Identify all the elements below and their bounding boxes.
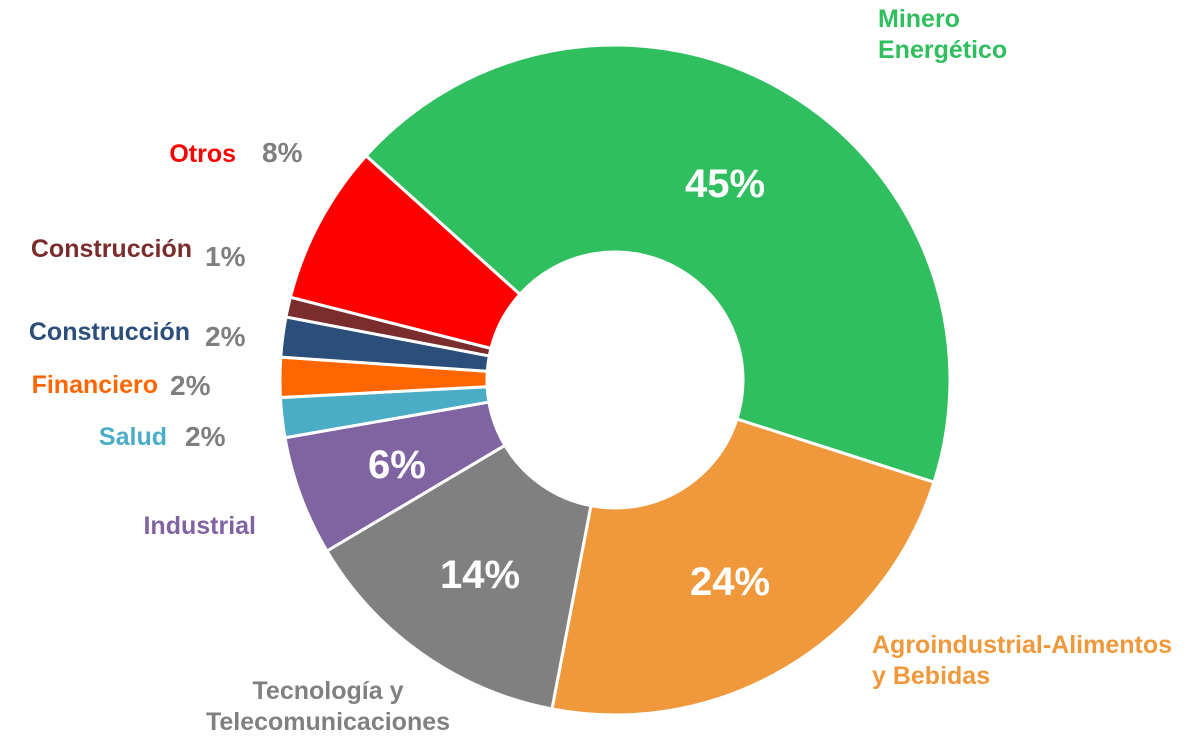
category-label: Otros	[169, 140, 236, 168]
value-label: 2%	[185, 421, 226, 452]
donut-slice	[324, 443, 593, 711]
value-label: 8%	[262, 137, 303, 168]
donut-slice	[550, 417, 936, 717]
category-label: Construcción	[28, 318, 190, 346]
category-label: Tecnología y Telecomunicaciones	[205, 677, 451, 737]
value-label: 45%	[685, 162, 766, 206]
category-label: Agroindustrial-Alimentos y Bebidas	[872, 631, 1173, 691]
category-label: Industrial	[143, 512, 256, 540]
value-label: 2%	[205, 321, 246, 352]
category-label: Construcción	[30, 235, 192, 263]
donut-slice	[288, 153, 522, 351]
value-label: 2%	[170, 370, 211, 401]
category-label: Minero Energético	[878, 5, 1008, 65]
value-label: 14%	[440, 553, 521, 597]
category-label: Financiero	[31, 371, 158, 399]
value-label: 1%	[205, 241, 246, 272]
value-label: 24%	[690, 560, 771, 604]
category-label: Salud	[98, 423, 167, 451]
value-label: 6%	[368, 443, 426, 487]
donut-slice	[363, 43, 952, 485]
